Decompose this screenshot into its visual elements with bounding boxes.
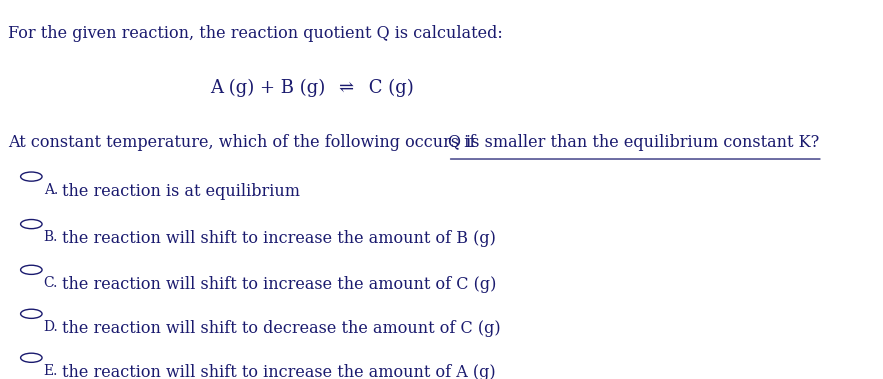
Text: Q is smaller than the equilibrium constant K?: Q is smaller than the equilibrium consta… bbox=[448, 134, 819, 151]
Text: D.: D. bbox=[43, 320, 58, 334]
Text: C.: C. bbox=[43, 276, 58, 290]
Text: A (g) + B (g): A (g) + B (g) bbox=[210, 79, 331, 97]
Text: B.: B. bbox=[43, 230, 58, 244]
Text: At constant temperature, which of the following occurs if: At constant temperature, which of the fo… bbox=[8, 134, 480, 151]
Text: the reaction will shift to increase the amount of B (g): the reaction will shift to increase the … bbox=[62, 230, 495, 247]
Text: For the given reaction, the reaction quotient Q is calculated:: For the given reaction, the reaction quo… bbox=[8, 25, 503, 42]
Text: the reaction is at equilibrium: the reaction is at equilibrium bbox=[62, 183, 300, 200]
Text: A.: A. bbox=[43, 183, 58, 197]
Text: the reaction will shift to increase the amount of C (g): the reaction will shift to increase the … bbox=[62, 276, 496, 293]
Text: the reaction will shift to decrease the amount of C (g): the reaction will shift to decrease the … bbox=[62, 320, 501, 337]
Text: E.: E. bbox=[43, 364, 58, 378]
Text: the reaction will shift to increase the amount of A (g): the reaction will shift to increase the … bbox=[62, 364, 495, 379]
Text: ⇌: ⇌ bbox=[338, 79, 353, 97]
Text: C (g): C (g) bbox=[363, 79, 413, 97]
